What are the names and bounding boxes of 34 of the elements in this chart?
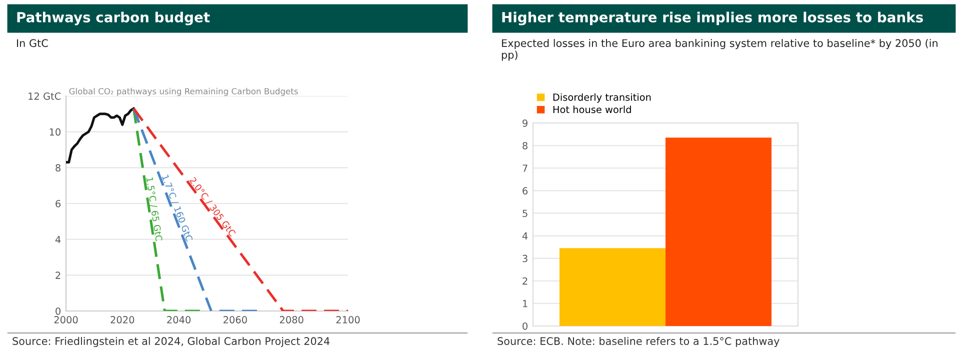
x-tick-label: 2080 — [280, 316, 304, 324]
x-tick-label: 2000 — [54, 316, 78, 324]
y-tick-label: 2 — [56, 272, 60, 279]
legend-label: Hot house world — [553, 106, 631, 114]
text: 1.5°C / 65 GtC — [145, 177, 163, 242]
x-tick-label: 2060 — [224, 316, 247, 324]
y-tick-label: 9 — [522, 119, 528, 127]
source-note: Source: Friedlingstein et al 2024, Global Carbon Project 2024 — [12, 336, 330, 348]
source-note: Source: ECB. Note: baseline refers to a 1.5°C pathway — [498, 336, 780, 348]
y-tick-label: 8 — [56, 164, 60, 172]
y-tick-label: 6 — [56, 200, 61, 208]
x-tick-label: 2100 — [336, 316, 360, 324]
y-tick-label: 1 — [523, 300, 528, 308]
y-tick-label: 5 — [522, 210, 528, 218]
text: Global CO₂ pathways using Remaining Carbon Budgets — [69, 88, 298, 96]
x-tick-label: 2040 — [167, 316, 191, 324]
line-series — [66, 107, 135, 164]
y-tick-label: 4 — [522, 232, 528, 240]
chart-subtitle: In GtC — [17, 39, 48, 48]
y-tick-label: 2 — [522, 277, 528, 285]
y-tick-label: 10 — [50, 128, 60, 136]
x-tick-label: 2020 — [110, 316, 134, 324]
y-tick-label: 7 — [522, 164, 528, 172]
y-tick-label: 0 — [522, 322, 528, 330]
y-tick-label: 0 — [56, 307, 60, 315]
chart-title: Higher temperature rise implies more losses to banks — [502, 12, 923, 26]
y-tick-label: 3 — [522, 254, 528, 262]
legend-label: Disorderly transition — [553, 93, 651, 103]
chart-title: Pathways carbon budget — [17, 12, 210, 26]
y-tick-label: 6 — [522, 187, 528, 194]
y-tick-label: 8 — [522, 142, 528, 150]
y-tick-label: 4 — [55, 236, 61, 244]
chart-subtitle: Expected losses in the Euro area bankining system relative to baseline* by 2050 (in pp) — [502, 39, 938, 61]
y-tick-label: 12 GtC — [28, 92, 61, 100]
